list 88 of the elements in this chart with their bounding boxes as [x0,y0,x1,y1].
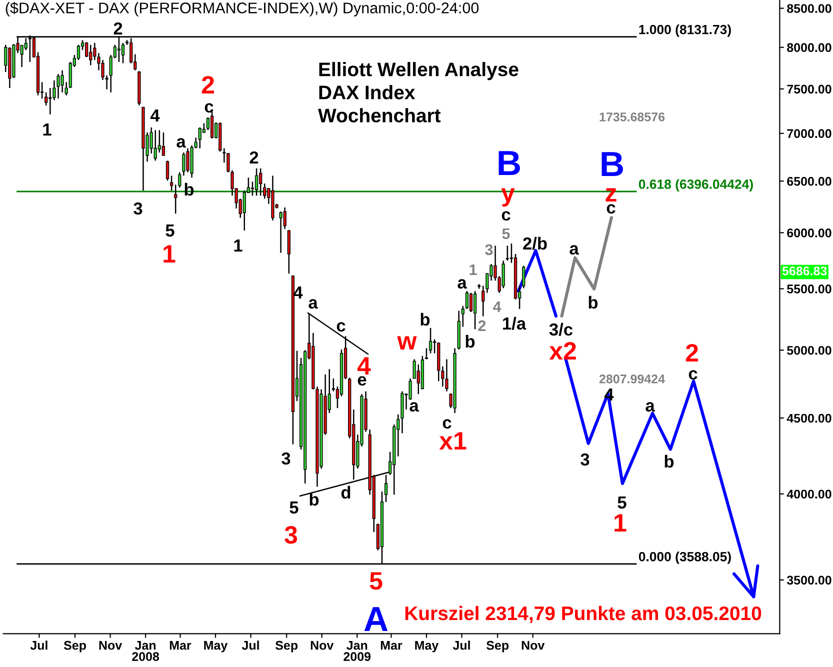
annotation: c [606,204,616,214]
x-tick-label: Jul [242,640,259,650]
annotation: 3 [282,452,290,465]
chart-title: ($DAX-XET - DAX (PERFORMANCE-INDEX),W) Dynamic,0:00-24:00 [6,2,479,16]
annotation: a [646,402,655,412]
ref-line-label: 1.000 (8131.73) [639,24,731,37]
y-tick-label: 8000.00 [787,43,832,52]
annotation: 5 [370,572,382,590]
x-tick-label: Nov [99,641,122,650]
annotation: b [420,312,430,326]
annotation: 4 [357,357,371,374]
annotation: 1 [164,245,176,262]
annotation: 1/a [503,316,526,330]
annotation: w [397,336,417,350]
annotation: 5 [166,224,174,237]
annotation: b [664,454,674,468]
annotation: 5 [502,228,510,240]
annotation: b [310,492,319,506]
annotation: Kursziel 2314,79 Punkte am 03.05.2010 [405,606,762,624]
y-tick-label: 6500.00 [787,176,832,186]
annotation: 1 [234,240,242,252]
annotation: z [606,188,616,202]
annotation: 2/b [523,236,547,250]
x-tick-label: Sep [486,640,509,652]
annotation: 1 [614,514,626,532]
annotation: B [498,151,520,175]
annotation: 1735.68576 [600,112,665,122]
annotation: 3 [284,526,298,544]
annotation: 3 [580,453,590,466]
x-tick-label: Sep [275,640,298,652]
annotation: 2 [250,151,258,164]
x-tick-label: Sep [64,640,86,652]
x-tick-label: Jul [30,640,48,650]
annotation: 2 [478,320,486,331]
x-tick-label: Jan 2009 [344,641,371,661]
y-tick-label: 3500.00 [786,576,832,585]
x-tick-label: Mar [170,641,192,650]
annotation: 2807.99424 [599,374,665,384]
x-tick-label: Jan 2008 [132,641,160,661]
annotation: c [442,419,452,429]
annotation: 1 [43,124,52,136]
x-tick-label: May [204,641,228,652]
annotation: a [458,279,467,289]
annotation: Elliott Wellen Analyse DAX Index Wochenchart [318,62,518,122]
y-tick-label: 8500.00 [787,4,832,13]
annotation: e [358,376,366,386]
annotation: x2 [549,342,576,360]
annotation: x1 [439,432,466,450]
x-tick-label: Jul [452,640,470,650]
y-tick-label: 5000.00 [787,346,832,355]
annotation: 5 [618,496,626,509]
annotation: 2 [202,76,214,94]
y-tick-label: 4000.00 [786,490,832,499]
annotation: a [410,402,419,412]
y-tick-label: 6000.00 [787,228,832,238]
annotation: b [588,296,598,309]
x-tick-label: Nov [522,641,545,650]
y-tick-label: 7000.00 [787,129,832,138]
annotation: 2 [686,344,698,362]
annotation: A [364,607,388,631]
x-tick-label: Nov [310,641,334,650]
annotation: c [204,103,214,113]
y-tick-label: 4500.00 [786,414,832,423]
x-tick-label: May [415,641,439,652]
annotation: 3 [485,244,493,256]
annotation: a [176,138,186,148]
text: 5686.83 [782,266,827,276]
x-tick-label: Mar [380,641,402,650]
ref-line-label: 0.000 (3588.05) [638,552,731,564]
annotation: B [602,152,623,176]
annotation: 1 [470,264,477,275]
annotation: y [501,188,515,207]
annotation: 4 [492,301,502,312]
annotation: a [570,245,579,255]
annotation: 4 [150,110,160,122]
annotation: 3 [134,202,142,215]
annotation: c [336,322,346,332]
annotation: 2 [114,22,122,34]
annotation: 3/c [549,322,573,336]
annotation: 5 [290,502,298,514]
ref-line-label: 0.618 (6396.04424) [638,179,753,192]
y-tick-label: 7500.00 [787,84,832,94]
annotation: c [688,370,698,380]
annotation: d [341,486,350,499]
annotation: b [466,334,475,348]
annotation: c [502,211,510,221]
annotation: a [308,299,318,309]
y-tick-label: 5500.00 [787,284,832,294]
